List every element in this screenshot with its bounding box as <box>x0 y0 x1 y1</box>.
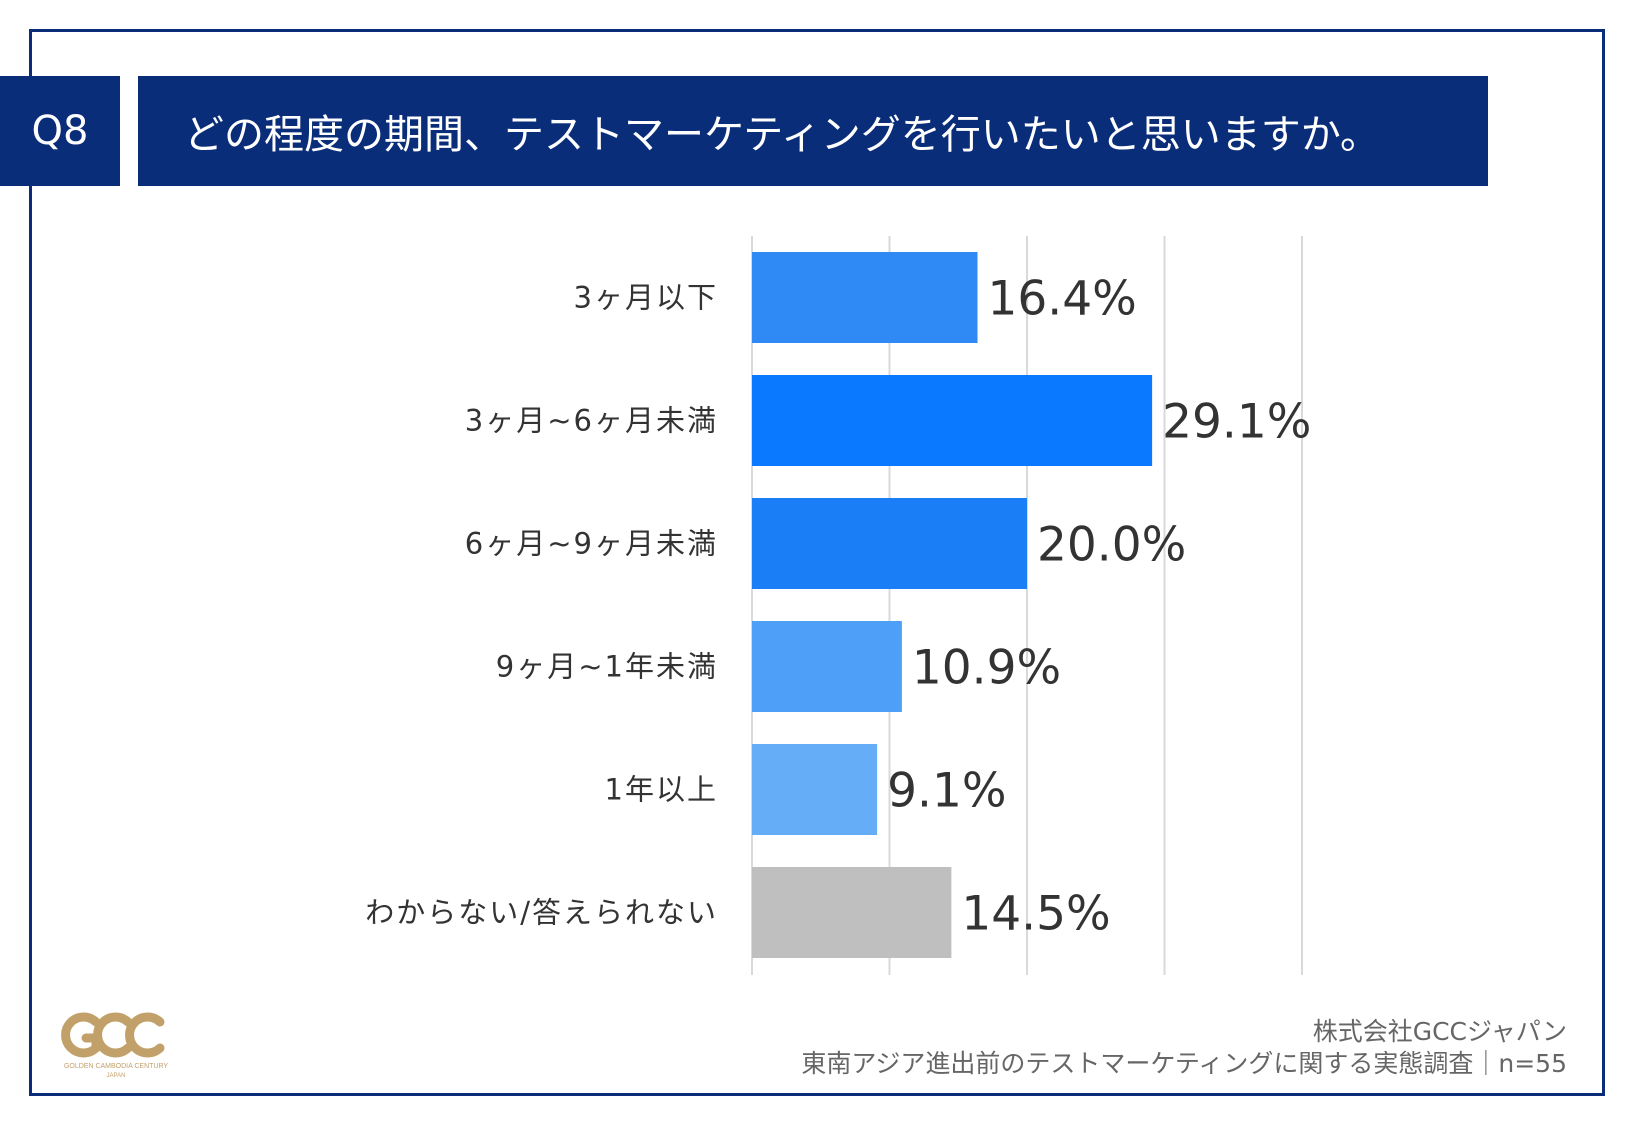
bar <box>752 252 978 343</box>
category-label: 3ヶ月~6ヶ月未満 <box>465 404 718 438</box>
logo-g-mark <box>61 1012 101 1058</box>
gcc-logo: GOLDEN CAMBODIA CENTURY JAPAN <box>61 1012 168 1079</box>
value-label: 10.9% <box>912 641 1061 696</box>
logo-tagline: GOLDEN CAMBODIA CENTURY <box>64 1063 168 1070</box>
category-label: 1年以上 <box>605 773 718 807</box>
value-label: 9.1% <box>887 764 1006 819</box>
logo-sub: JAPAN <box>107 1073 126 1079</box>
category-label: 3ヶ月以下 <box>574 281 718 315</box>
category-label: 9ヶ月~1年未満 <box>496 650 718 684</box>
value-label: 16.4% <box>988 272 1137 327</box>
logo-c-mark <box>125 1012 165 1058</box>
question-number-badge: Q8 <box>0 76 120 186</box>
bar <box>752 375 1153 466</box>
bar <box>752 498 1027 589</box>
question-title: どの程度の期間、テストマーケティングを行いたいと思いますか。 <box>184 112 1380 158</box>
category-label: 6ヶ月~9ヶ月未満 <box>465 527 718 561</box>
footer-company: 株式会社GCCジャパン <box>1312 1017 1567 1046</box>
logo-c-mark <box>93 1012 133 1058</box>
bar <box>752 867 952 958</box>
question-title-bar: どの程度の期間、テストマーケティングを行いたいと思いますか。 <box>138 76 1488 186</box>
value-label: 20.0% <box>1037 518 1186 573</box>
category-label: わからない/答えられない <box>365 896 718 930</box>
footer-source: 東南アジア進出前のテストマーケティングに関する実態調査｜n=55 <box>801 1049 1567 1078</box>
bar <box>752 621 902 712</box>
value-label: 14.5% <box>961 887 1110 942</box>
bar <box>752 744 878 835</box>
bar-chart: 3ヶ月以下 16.4% 3ヶ月~6ヶ月未満 29.1% 6ヶ月~9ヶ月未満 20.0% 9ヶ… <box>365 236 1311 975</box>
value-label: 29.1% <box>1162 395 1311 450</box>
